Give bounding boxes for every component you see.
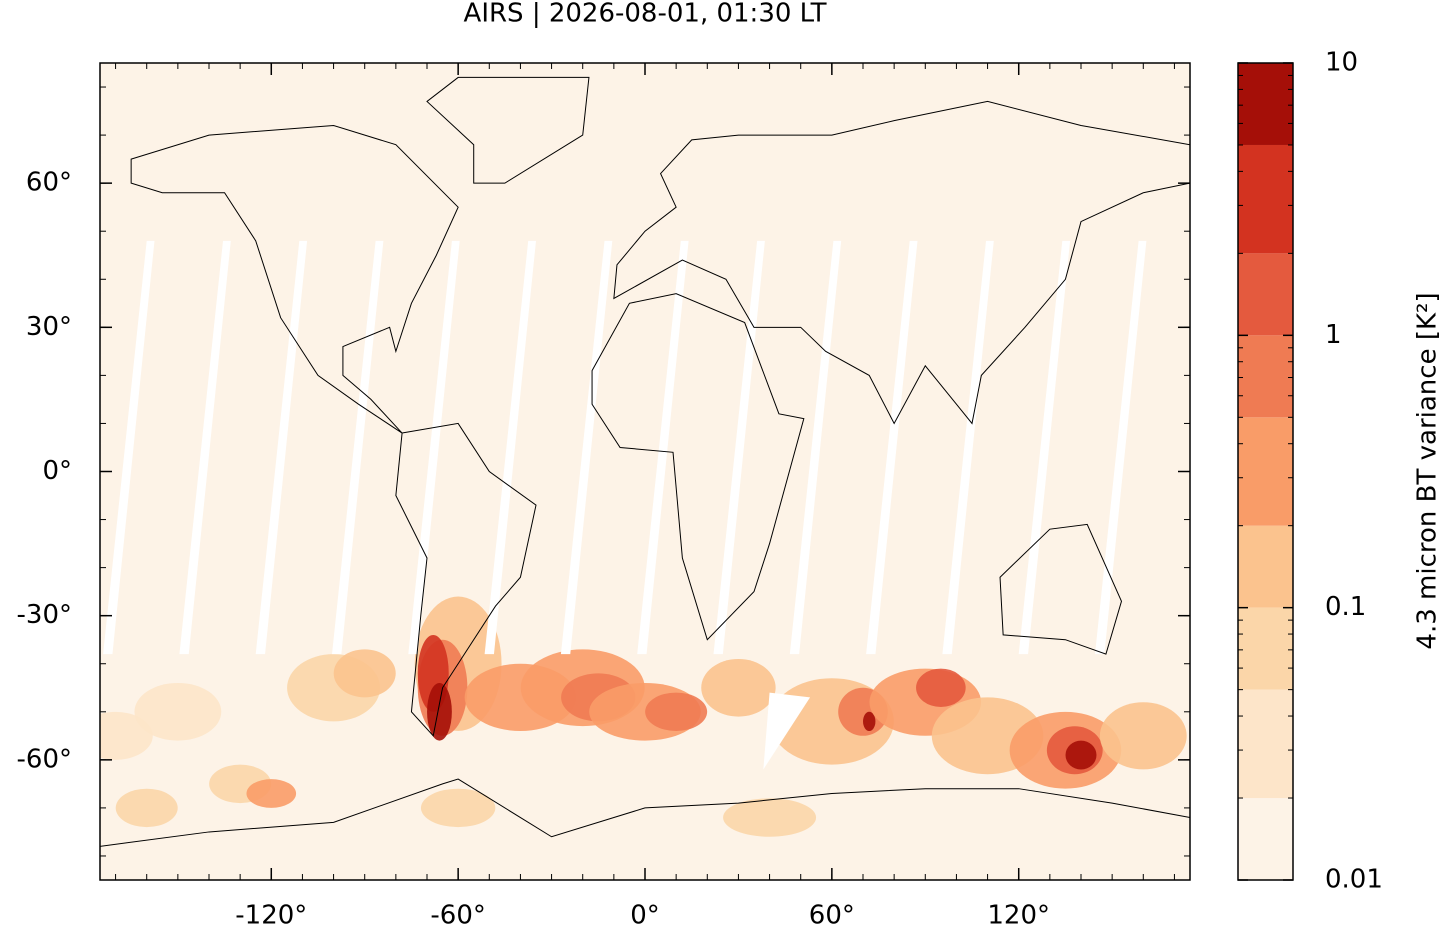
colorbar-tick-label: 10 <box>1325 48 1358 78</box>
coastline <box>999 523 1123 655</box>
y-tick-label: 30° <box>26 312 72 342</box>
field-patch <box>420 788 496 828</box>
x-tick-label: 0° <box>630 901 660 930</box>
colorbar-tick-label: 1 <box>1325 320 1342 350</box>
colorbar-segment <box>1238 335 1293 418</box>
field-patch <box>701 658 776 717</box>
colorbar-segment <box>1238 63 1293 145</box>
field-patch <box>1065 740 1097 770</box>
coastline <box>100 778 1190 847</box>
coastlines <box>100 76 1190 847</box>
data-gap <box>1018 240 1071 655</box>
data-gap <box>484 240 536 655</box>
data-gap <box>789 240 842 655</box>
y-tick-label: 60° <box>26 168 72 198</box>
colorbar-segment <box>1238 798 1293 880</box>
colorbar-tick-label: 0.01 <box>1325 865 1383 895</box>
data-gap <box>713 240 765 655</box>
field-patch <box>645 692 708 731</box>
colorbar-label: 4.3 micron BT variance [K²] <box>1413 292 1442 649</box>
field-patch <box>1099 702 1187 770</box>
coastline <box>395 422 537 737</box>
colorbar-segment <box>1238 417 1293 526</box>
data-gap <box>942 240 994 655</box>
colorbar-segment <box>1238 253 1293 336</box>
coastline <box>130 124 459 434</box>
x-tick-label: -60° <box>430 901 485 930</box>
data-gap <box>179 240 231 655</box>
x-tick-label: 60° <box>809 901 855 930</box>
coastline <box>613 100 1190 425</box>
colorbar-segment <box>1238 607 1293 690</box>
field-patch <box>427 682 452 741</box>
field-patch <box>916 668 966 707</box>
field-patch <box>863 711 876 732</box>
field-patch <box>115 788 178 828</box>
data-gap <box>255 240 308 655</box>
data-gap <box>866 240 918 655</box>
field-patch <box>723 798 817 837</box>
y-tick-label: -60° <box>17 744 72 774</box>
colorbar-frame <box>1237 62 1294 881</box>
field-patch <box>134 682 222 741</box>
data-gap <box>637 240 689 655</box>
x-tick-label: -120° <box>235 901 307 930</box>
x-tick-label: 120° <box>987 901 1050 930</box>
colorbar-tick-label: 0.1 <box>1325 592 1366 622</box>
field-patch <box>246 779 297 808</box>
chart-title: AIRS | 2026-08-01, 01:30 LT <box>464 0 827 29</box>
field-patch <box>333 649 396 698</box>
data-gap <box>332 240 384 655</box>
data-gap <box>408 240 460 655</box>
data-gap <box>103 240 155 655</box>
y-tick-label: -30° <box>17 600 72 630</box>
map-field <box>100 63 1190 880</box>
data-gap <box>1095 240 1147 655</box>
y-tick-label: 0° <box>42 456 72 486</box>
data-gap <box>763 692 811 770</box>
coastline <box>426 76 590 184</box>
colorbar-segment <box>1238 144 1293 254</box>
data-gap <box>560 240 613 655</box>
coastline <box>591 293 805 641</box>
colorbar-segment <box>1238 689 1293 799</box>
colorbar-segment <box>1238 525 1293 608</box>
